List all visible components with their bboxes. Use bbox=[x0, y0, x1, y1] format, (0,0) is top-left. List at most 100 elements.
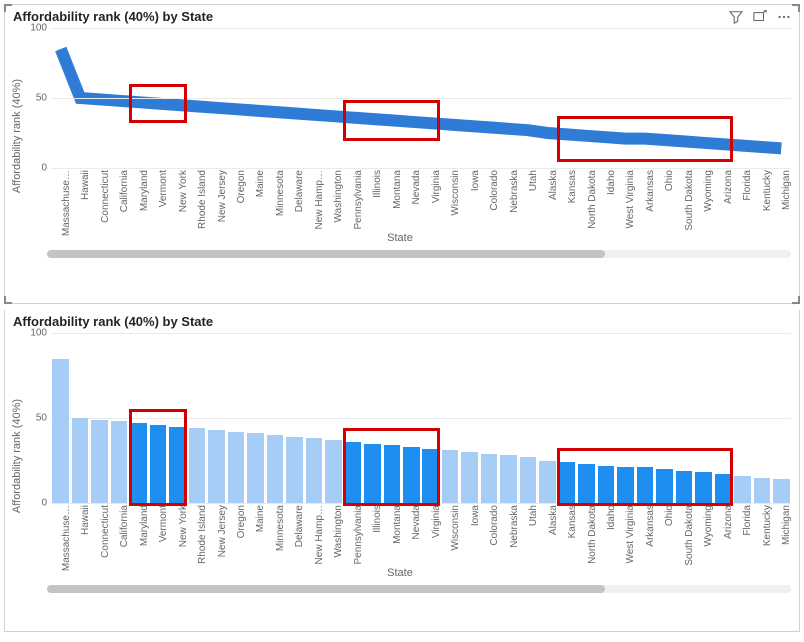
horizontal-scrollbar[interactable] bbox=[47, 585, 791, 593]
bar[interactable] bbox=[52, 359, 69, 504]
x-tick-label: Arizona bbox=[723, 505, 734, 539]
x-tick-label: Idaho bbox=[606, 170, 617, 195]
bar[interactable] bbox=[306, 438, 323, 503]
resize-handle-br[interactable] bbox=[792, 296, 800, 304]
y-tick-label: 50 bbox=[23, 413, 47, 424]
bar[interactable] bbox=[617, 467, 634, 503]
bar[interactable] bbox=[539, 461, 556, 504]
bar-chart-wrap: Affordability rank (40%) 050100 Massachu… bbox=[5, 329, 799, 583]
x-tick-label: Maine bbox=[255, 505, 266, 532]
bar[interactable] bbox=[656, 469, 673, 503]
bar[interactable] bbox=[345, 442, 362, 503]
bar[interactable] bbox=[500, 455, 517, 503]
bar[interactable] bbox=[403, 447, 420, 503]
x-tick-label: New York bbox=[178, 505, 189, 547]
x-tick-label: Hawaii bbox=[80, 505, 91, 535]
bar[interactable] bbox=[325, 440, 342, 503]
x-tick-label: Rhode Island bbox=[197, 170, 208, 229]
bar[interactable] bbox=[111, 421, 128, 503]
bar[interactable] bbox=[91, 420, 108, 503]
x-tick-label: Oregon bbox=[236, 505, 247, 538]
x-tick-label: North Dakota bbox=[587, 505, 598, 564]
y-tick-label: 0 bbox=[23, 163, 47, 174]
bar[interactable] bbox=[130, 423, 147, 503]
bar[interactable] bbox=[773, 479, 790, 503]
horizontal-scrollbar[interactable] bbox=[47, 250, 791, 258]
bar[interactable] bbox=[267, 435, 284, 503]
scrollbar-thumb[interactable] bbox=[47, 585, 605, 593]
x-tick-label: Wyoming bbox=[703, 170, 714, 212]
x-tick-label: Michigan bbox=[781, 505, 792, 545]
focus-mode-icon[interactable] bbox=[753, 10, 767, 24]
gridline bbox=[51, 418, 791, 419]
bar[interactable] bbox=[72, 418, 89, 503]
x-tick-label: South Dakota bbox=[684, 170, 695, 231]
line-x-axis: Massachuse…HawaiiConnecticutCaliforniaMa… bbox=[51, 168, 791, 238]
resize-handle-tr[interactable] bbox=[792, 4, 800, 12]
x-tick-label: Virginia bbox=[431, 170, 442, 203]
line-marker bbox=[710, 142, 737, 147]
x-tick-label: Idaho bbox=[606, 505, 617, 530]
bar[interactable] bbox=[150, 425, 167, 503]
bar[interactable] bbox=[559, 462, 576, 503]
bar[interactable] bbox=[461, 452, 478, 503]
y-axis-label: Affordability rank (40%) bbox=[11, 399, 23, 513]
x-tick-label: Minnesota bbox=[275, 170, 286, 216]
x-tick-label: Delaware bbox=[294, 505, 305, 547]
x-tick-label: Iowa bbox=[470, 170, 481, 191]
bar[interactable] bbox=[364, 444, 381, 504]
gridline bbox=[51, 98, 791, 99]
bar[interactable] bbox=[422, 449, 439, 503]
scrollbar-thumb[interactable] bbox=[47, 250, 605, 258]
x-tick-label: New Hamp… bbox=[314, 170, 325, 229]
x-tick-label: South Dakota bbox=[684, 505, 695, 566]
x-tick-label: Maine bbox=[255, 170, 266, 197]
y-tick-label: 50 bbox=[23, 93, 47, 104]
x-tick-label: Michigan bbox=[781, 170, 792, 210]
resize-handle-bl[interactable] bbox=[4, 296, 12, 304]
bar[interactable] bbox=[286, 437, 303, 503]
x-tick-label: Connecticut bbox=[100, 170, 111, 223]
bar[interactable] bbox=[734, 476, 751, 503]
x-tick-label: Illinois bbox=[372, 170, 383, 198]
x-tick-label: West Virginia bbox=[625, 505, 636, 564]
x-tick-label: New Hamp… bbox=[314, 505, 325, 564]
bar[interactable] bbox=[676, 471, 693, 503]
bar[interactable] bbox=[208, 430, 225, 503]
bar[interactable] bbox=[695, 472, 712, 503]
bar[interactable] bbox=[578, 464, 595, 503]
x-tick-label: Arizona bbox=[723, 170, 734, 204]
bar[interactable] bbox=[637, 467, 654, 503]
x-tick-label: Colorado bbox=[489, 170, 500, 211]
bar[interactable] bbox=[228, 432, 245, 503]
bar[interactable] bbox=[715, 474, 732, 503]
x-tick-label: Wisconsin bbox=[450, 170, 461, 216]
x-tick-label: Arkansas bbox=[645, 505, 656, 547]
x-tick-label: Alaska bbox=[548, 505, 559, 535]
x-tick-label: Rhode Island bbox=[197, 505, 208, 564]
filter-icon[interactable] bbox=[729, 10, 743, 24]
panel-header: Affordability rank (40%) by State bbox=[5, 5, 799, 24]
x-tick-label: Washington bbox=[333, 170, 344, 222]
panel-actions bbox=[729, 10, 791, 24]
more-options-icon[interactable] bbox=[777, 10, 791, 24]
bar[interactable] bbox=[754, 478, 771, 504]
x-tick-label: Pennsylvania bbox=[353, 505, 364, 564]
bar[interactable] bbox=[598, 466, 615, 503]
bar[interactable] bbox=[384, 445, 401, 503]
bar[interactable] bbox=[189, 428, 206, 503]
resize-handle-tl[interactable] bbox=[4, 4, 12, 12]
bar[interactable] bbox=[169, 427, 186, 504]
x-tick-label: California bbox=[119, 170, 130, 212]
bar[interactable] bbox=[520, 457, 537, 503]
bar[interactable] bbox=[247, 433, 264, 503]
x-tick-label: Arkansas bbox=[645, 170, 656, 212]
x-tick-label: Nevada bbox=[411, 505, 422, 539]
x-tick-label: Colorado bbox=[489, 505, 500, 546]
line-plot-area: 050100 bbox=[51, 28, 791, 168]
x-tick-label: New Jersey bbox=[217, 170, 228, 222]
bar[interactable] bbox=[481, 454, 498, 503]
x-tick-label: Maryland bbox=[139, 505, 150, 546]
bar[interactable] bbox=[442, 450, 459, 503]
x-tick-label: Maryland bbox=[139, 170, 150, 211]
